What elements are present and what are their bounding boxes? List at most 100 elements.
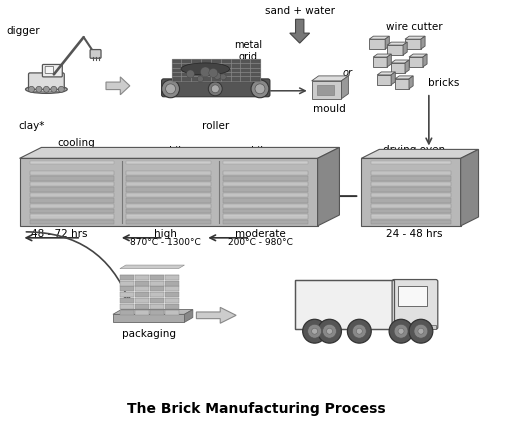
Bar	[223, 176, 308, 181]
Text: The Brick Manufacturing Process: The Brick Manufacturing Process	[126, 402, 386, 416]
FancyBboxPatch shape	[29, 73, 65, 89]
Circle shape	[317, 319, 342, 343]
Bar	[223, 171, 308, 175]
Bar	[120, 281, 134, 286]
Bar	[30, 198, 114, 203]
Polygon shape	[461, 149, 479, 226]
Polygon shape	[342, 76, 348, 99]
Circle shape	[51, 87, 57, 92]
FancyBboxPatch shape	[45, 66, 54, 73]
Bar	[135, 281, 148, 286]
Text: drying oven: drying oven	[383, 146, 445, 155]
Bar	[223, 187, 308, 192]
Bar	[135, 287, 148, 292]
Text: mould: mould	[313, 104, 346, 114]
Ellipse shape	[181, 63, 230, 75]
Circle shape	[303, 319, 327, 343]
Bar	[223, 182, 308, 186]
Bar	[150, 304, 164, 309]
Bar	[371, 192, 451, 197]
Polygon shape	[403, 42, 407, 55]
Bar	[150, 275, 164, 279]
Polygon shape	[184, 310, 193, 322]
Bar	[223, 209, 308, 214]
FancyBboxPatch shape	[90, 49, 101, 58]
Circle shape	[211, 85, 219, 93]
Bar	[371, 171, 451, 175]
Circle shape	[36, 87, 42, 92]
Circle shape	[29, 87, 34, 92]
Bar	[30, 161, 114, 164]
Circle shape	[414, 324, 428, 338]
Bar	[164, 304, 179, 309]
Bar	[135, 275, 148, 279]
Bar	[30, 209, 114, 214]
Ellipse shape	[26, 85, 67, 93]
Polygon shape	[106, 77, 130, 95]
Bar	[135, 310, 148, 315]
Bar	[371, 198, 451, 203]
Polygon shape	[385, 36, 389, 49]
Bar	[19, 158, 317, 226]
Bar	[164, 292, 179, 298]
Circle shape	[398, 328, 404, 334]
Polygon shape	[409, 76, 413, 89]
Polygon shape	[423, 54, 427, 67]
Polygon shape	[387, 54, 391, 67]
Polygon shape	[369, 36, 389, 39]
Text: moderate: moderate	[234, 229, 285, 239]
Bar	[126, 209, 211, 214]
Circle shape	[409, 319, 433, 343]
Circle shape	[348, 319, 371, 343]
Bar	[150, 310, 164, 315]
Bar	[120, 304, 134, 309]
Polygon shape	[405, 60, 409, 73]
Bar	[373, 57, 387, 67]
Circle shape	[220, 74, 226, 80]
Bar	[164, 298, 179, 303]
Bar	[126, 192, 211, 197]
Bar	[223, 198, 308, 203]
Text: delivery: delivery	[319, 298, 370, 311]
Text: or: or	[343, 68, 352, 78]
Bar	[126, 182, 211, 186]
Bar	[371, 182, 451, 186]
Bar	[135, 304, 148, 309]
Circle shape	[255, 84, 265, 94]
Bar	[395, 79, 409, 89]
Polygon shape	[373, 54, 391, 57]
Bar	[120, 275, 134, 279]
Polygon shape	[361, 149, 479, 158]
Bar	[30, 187, 114, 192]
Bar	[223, 214, 308, 219]
Text: 870°C - 1300°C: 870°C - 1300°C	[130, 238, 201, 247]
Polygon shape	[19, 147, 339, 158]
Polygon shape	[197, 307, 236, 323]
Bar	[371, 214, 451, 219]
Polygon shape	[387, 42, 407, 45]
Polygon shape	[317, 147, 339, 226]
Polygon shape	[391, 72, 395, 85]
FancyArrowPatch shape	[26, 232, 130, 301]
FancyBboxPatch shape	[392, 279, 438, 329]
Bar	[316, 85, 334, 95]
Text: high: high	[154, 229, 177, 239]
Bar	[126, 220, 211, 225]
Bar	[223, 161, 308, 164]
Bar	[223, 192, 308, 197]
Bar	[172, 59, 260, 81]
Text: kiln: kiln	[169, 146, 188, 157]
Bar	[135, 298, 148, 303]
Bar	[126, 161, 211, 164]
Polygon shape	[113, 310, 193, 314]
Bar	[371, 187, 451, 192]
Circle shape	[214, 73, 221, 79]
Bar	[371, 209, 451, 214]
Bar	[164, 281, 179, 286]
Polygon shape	[421, 36, 425, 49]
Bar	[126, 214, 211, 219]
Bar	[30, 176, 114, 181]
Text: 24 - 48 hrs: 24 - 48 hrs	[386, 229, 442, 239]
Text: wire cutter: wire cutter	[386, 22, 442, 32]
Bar	[30, 182, 114, 186]
